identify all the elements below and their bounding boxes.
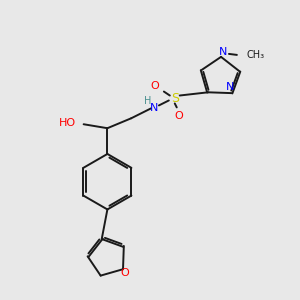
Text: N: N [226, 82, 235, 92]
Text: H: H [144, 97, 152, 106]
Text: N: N [219, 47, 227, 57]
Text: CH₃: CH₃ [247, 50, 265, 60]
Text: O: O [121, 268, 129, 278]
Text: N: N [150, 103, 158, 113]
Text: HO: HO [58, 118, 76, 128]
Text: S: S [171, 92, 179, 105]
Text: O: O [174, 111, 183, 121]
Text: O: O [151, 81, 159, 91]
